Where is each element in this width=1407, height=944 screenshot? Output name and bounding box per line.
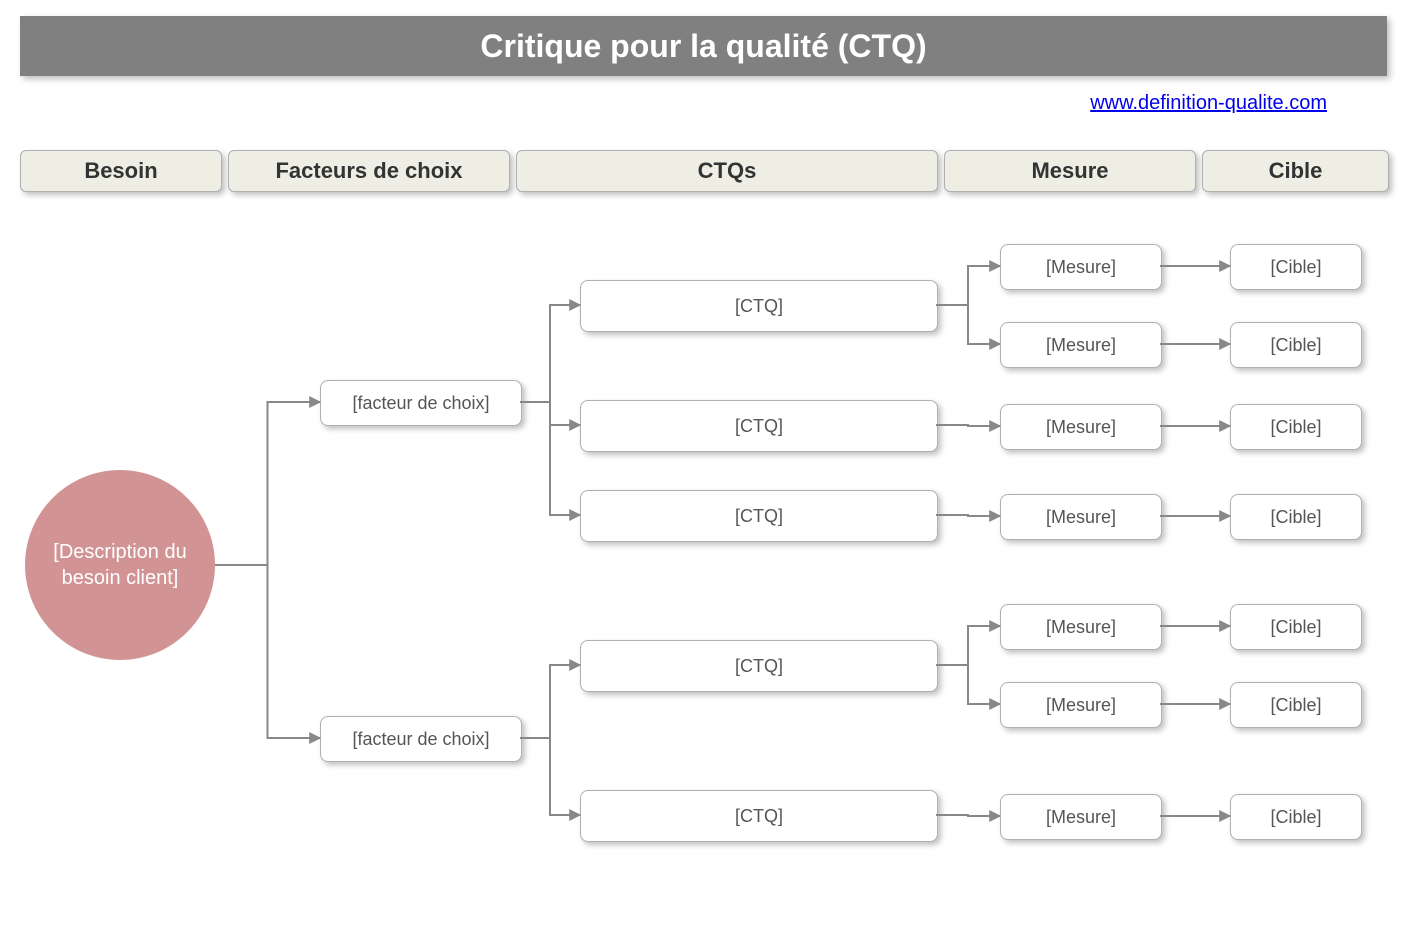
target-node-0: [Cible] (1230, 244, 1362, 290)
target-node-1: [Cible] (1230, 322, 1362, 368)
source-link[interactable]: www.definition-qualite.com (1090, 92, 1327, 115)
target-node-6: [Cible] (1230, 794, 1362, 840)
factor-node-0: [facteur de choix] (320, 380, 522, 426)
measure-node-1: [Mesure] (1000, 322, 1162, 368)
factor-node-1: [facteur de choix] (320, 716, 522, 762)
ctq-node-2: [CTQ] (580, 490, 938, 542)
measure-node-4: [Mesure] (1000, 604, 1162, 650)
ctq-node-1: [CTQ] (580, 400, 938, 452)
measure-node-6: [Mesure] (1000, 794, 1162, 840)
target-node-3: [Cible] (1230, 494, 1362, 540)
ctq-node-3: [CTQ] (580, 640, 938, 692)
page: Critique pour la qualité (CTQ) www.defin… (0, 0, 1407, 944)
measure-node-0: [Mesure] (1000, 244, 1162, 290)
col-header-factor: Facteurs de choix (228, 150, 510, 192)
ctq-node-4: [CTQ] (580, 790, 938, 842)
measure-node-3: [Mesure] (1000, 494, 1162, 540)
col-header-target: Cible (1202, 150, 1389, 192)
source-link-text: www.definition-qualite.com (1090, 92, 1327, 114)
target-node-5: [Cible] (1230, 682, 1362, 728)
measure-node-5: [Mesure] (1000, 682, 1162, 728)
target-node-2: [Cible] (1230, 404, 1362, 450)
col-header-ctq: CTQs (516, 150, 938, 192)
ctq-node-0: [CTQ] (580, 280, 938, 332)
title-text: Critique pour la qualité (CTQ) (480, 28, 926, 65)
target-node-4: [Cible] (1230, 604, 1362, 650)
page-title: Critique pour la qualité (CTQ) (20, 16, 1387, 76)
col-header-measure: Mesure (944, 150, 1196, 192)
need-node: [Description du besoin client] (25, 470, 215, 660)
measure-node-2: [Mesure] (1000, 404, 1162, 450)
col-header-need: Besoin (20, 150, 222, 192)
